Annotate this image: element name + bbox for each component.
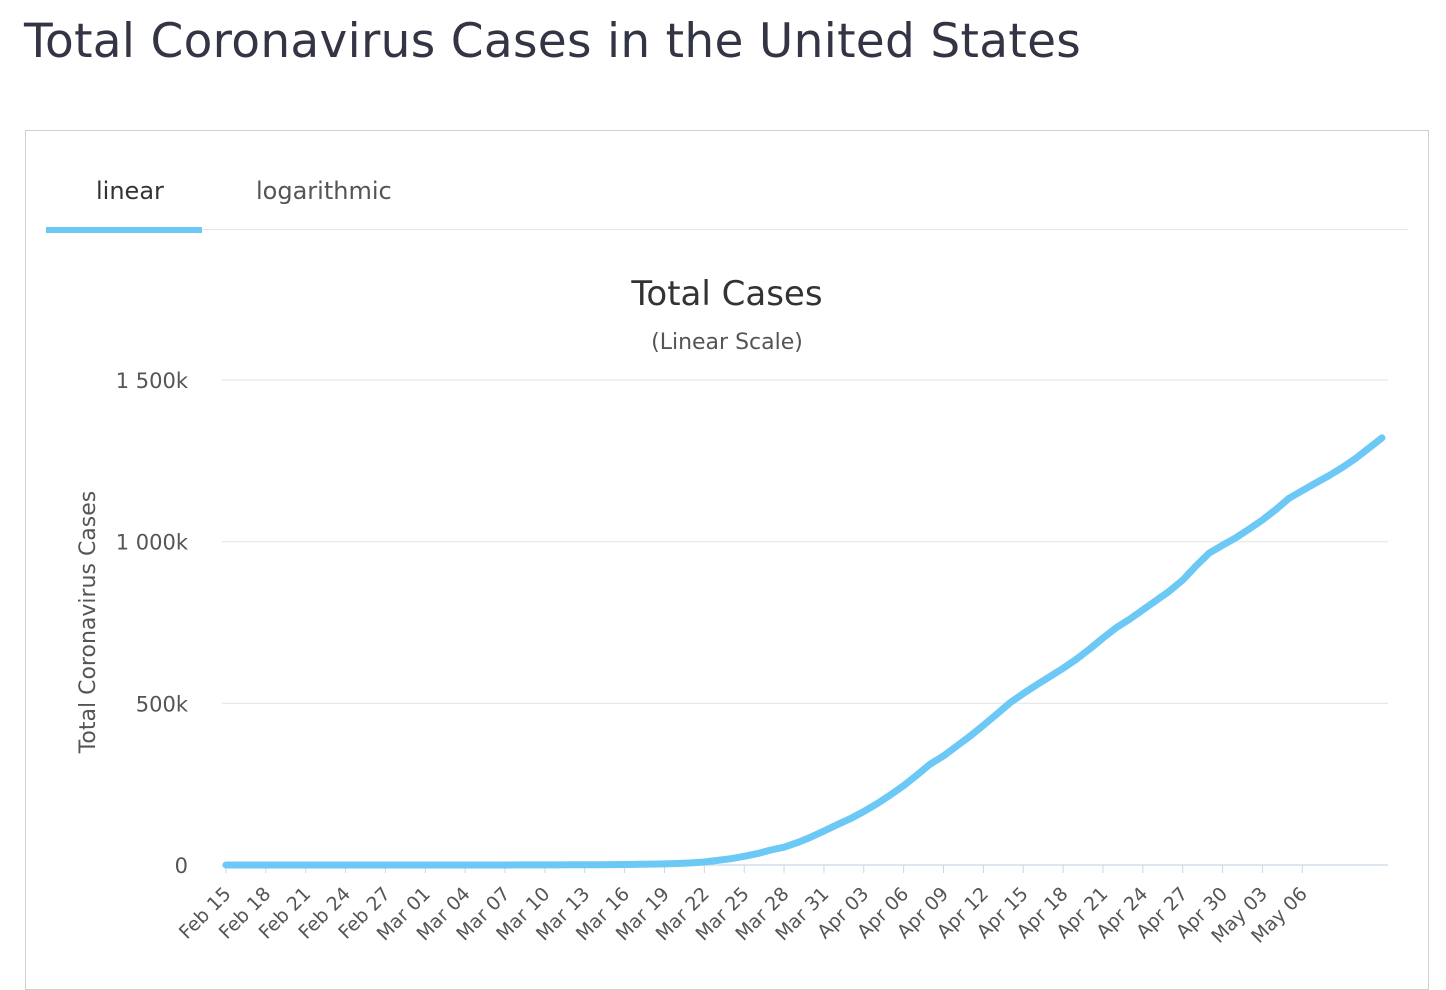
- y-tick-label: 1 500k: [116, 369, 189, 393]
- scale-tabs: linear logarithmic: [46, 131, 1408, 233]
- page-title: Total Coronavirus Cases in the United St…: [24, 14, 1082, 69]
- y-tick-label: 0: [175, 854, 188, 878]
- active-tab-indicator: [46, 227, 202, 233]
- y-tick-label: 1 000k: [116, 531, 189, 555]
- tab-linear[interactable]: linear: [96, 177, 164, 205]
- chart-card: linear logarithmic: [25, 130, 1429, 990]
- y-tick-label: 500k: [136, 692, 189, 716]
- chart-subtitle: (Linear Scale): [651, 330, 803, 355]
- series-line-total-cases: [222, 434, 1386, 869]
- chart-title: Total Cases: [630, 274, 822, 314]
- y-axis-label: Total Coronavirus Cases: [76, 491, 101, 755]
- tab-logarithmic[interactable]: logarithmic: [256, 177, 392, 205]
